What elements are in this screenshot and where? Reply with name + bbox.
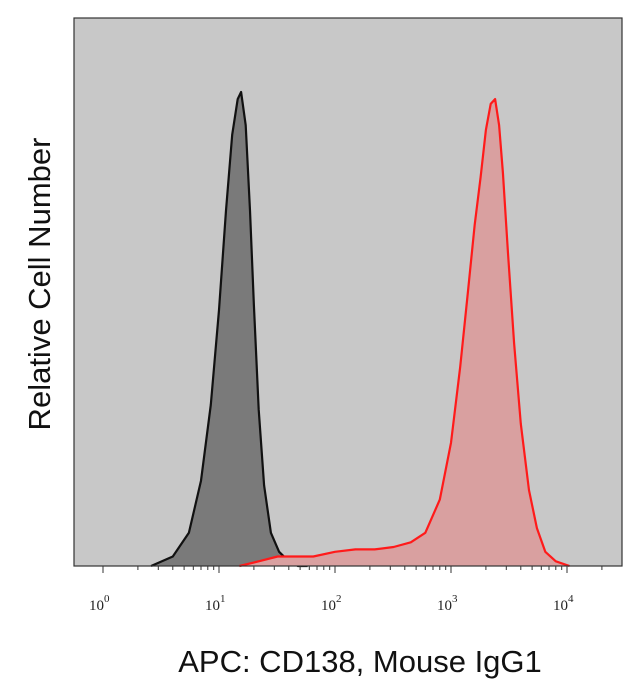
x-tick-label: 103	[437, 593, 458, 614]
histogram-outline-0	[150, 90, 308, 568]
histogram-fill-0	[151, 92, 308, 566]
series-layer	[150, 90, 570, 568]
x-axis-label: APC: CD138, Mouse IgG1	[178, 644, 542, 679]
histogram-outline-1	[239, 98, 570, 568]
x-tick-label: 104	[553, 593, 574, 614]
x-tick-label: 101	[205, 593, 226, 614]
histogram-fill-1	[239, 99, 570, 566]
plot-background	[74, 18, 622, 566]
plot-frame	[73, 17, 623, 567]
x-axis: 100 101 102 103 104	[89, 566, 603, 614]
y-axis-label: Relative Cell Number	[22, 138, 57, 431]
x-tick-label: 102	[321, 593, 342, 614]
x-tick-label: 100	[89, 593, 110, 614]
